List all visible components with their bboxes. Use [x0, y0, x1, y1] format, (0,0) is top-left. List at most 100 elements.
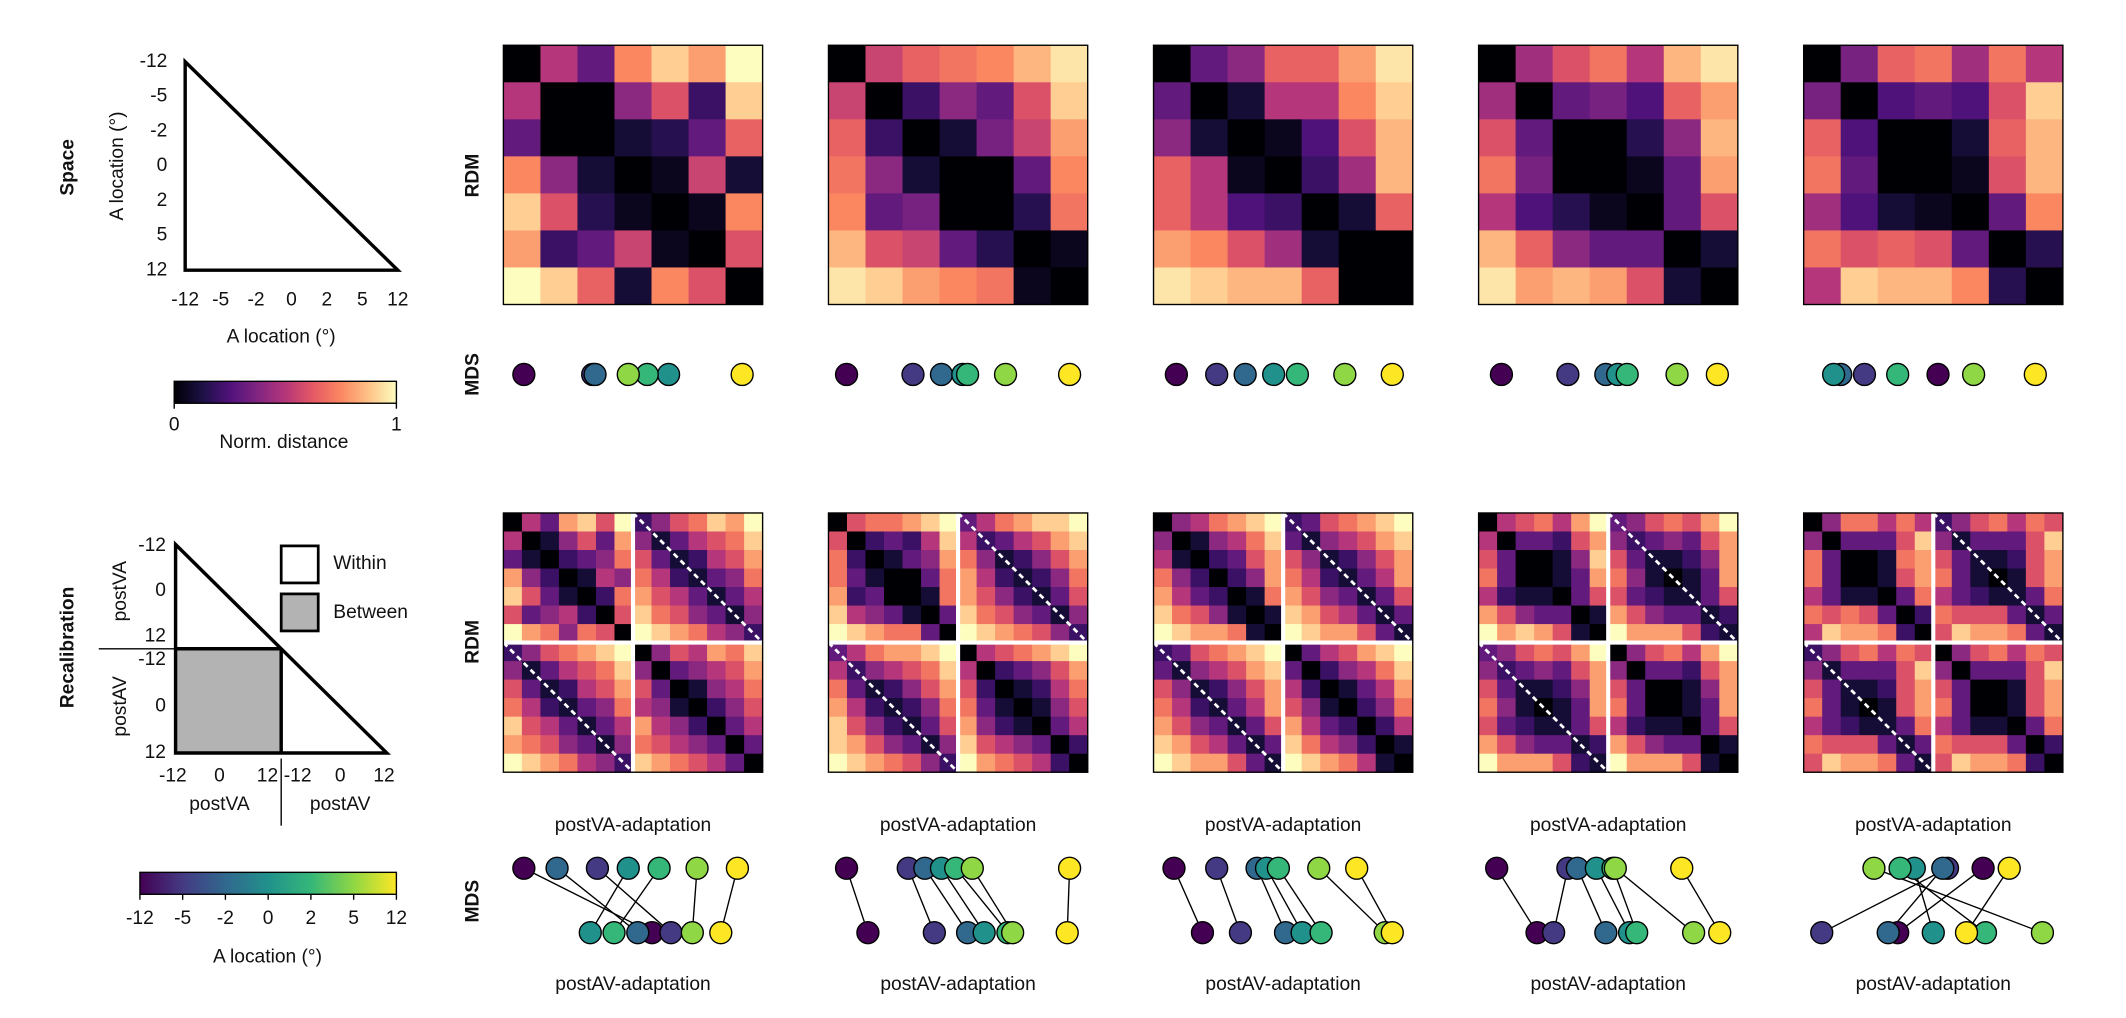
rdm-cell: [1914, 193, 1953, 231]
rdm-cell: [884, 531, 904, 551]
x-tick-label: -2: [248, 289, 265, 310]
rdm-cell: [1338, 661, 1358, 681]
rdm-cell: [1951, 82, 1990, 120]
rdm-cell: [995, 753, 1015, 773]
rdm-cell: [921, 679, 941, 699]
rdm-cell: [1988, 735, 2008, 755]
rdm-cell: [1571, 605, 1591, 625]
rdm-cell: [1803, 735, 1823, 755]
panel-label: postVA-adaptation: [880, 815, 1036, 836]
rdm-cell: [2007, 753, 2027, 773]
rdm-cell: [725, 624, 745, 644]
mds-link: [1173, 867, 1204, 933]
rdm-cell: [725, 230, 764, 269]
rdm-cell: [921, 753, 941, 773]
rdm-cell: [1394, 679, 1414, 699]
rdm-cell: [884, 550, 904, 570]
rdm-cell: [995, 716, 1015, 736]
rdm-cell: [1227, 512, 1247, 533]
rdm-cell: [1571, 587, 1591, 607]
rdm-cell: [725, 587, 745, 607]
rdm-cell: [2025, 679, 2045, 699]
rdm-cell: [1719, 605, 1739, 625]
rdm-cell: [1589, 512, 1609, 533]
colorbar-tick-label: -12: [126, 908, 154, 929]
rdm-cell: [670, 735, 690, 755]
rdm-cell: [558, 624, 579, 644]
rdm-cell: [1375, 661, 1395, 681]
mds-point: [1886, 362, 1910, 387]
rdm-cell: [995, 661, 1015, 681]
rdm-cell: [1394, 512, 1414, 533]
rdm-cell: [1803, 716, 1823, 736]
rdm-cell: [1534, 716, 1554, 736]
rdm-cell: [1478, 587, 1498, 607]
mds-link: [1265, 867, 1303, 934]
rdm-cell: [1301, 45, 1340, 83]
rdm-cell: [577, 568, 597, 588]
rdm-cell: [1338, 753, 1358, 773]
rdm-cell: [939, 698, 959, 718]
rdm-cell: [958, 531, 978, 551]
rdm-cell: [1700, 531, 1720, 551]
rdm-cell: [1357, 642, 1377, 662]
rdm-cell: [1970, 568, 1990, 588]
rdm-cell: [1645, 679, 1665, 699]
rdm-cell: [1663, 156, 1702, 194]
rdm-cell: [1013, 267, 1052, 306]
rdm-cell: [1988, 550, 2008, 570]
rdm-cell: [1338, 45, 1377, 83]
x-tick-label: -12: [171, 289, 199, 310]
rdm-cell: [846, 605, 867, 625]
rdm-cell: [1209, 661, 1229, 681]
rdm-cell: [1589, 550, 1609, 570]
rdm-cell: [1534, 587, 1554, 607]
rdm-cell: [1301, 230, 1340, 269]
rdm-cell: [558, 679, 579, 699]
rdm-cell: [1682, 512, 1702, 533]
rdm-cell: [1375, 531, 1395, 551]
rdm-cell: [1338, 156, 1377, 194]
rdm-cell: [595, 753, 616, 773]
rdm-cell: [1803, 605, 1823, 625]
rdm-cell: [688, 45, 727, 83]
mds-link: [596, 867, 672, 934]
rdm-cell: [828, 82, 867, 120]
rdm-cell: [828, 550, 848, 570]
rdm-cell: [577, 624, 597, 644]
rdm-cell: [1069, 753, 1089, 773]
rdm-cell: [1190, 45, 1229, 83]
rdm-cell: [1534, 642, 1554, 662]
rdm-cell: [828, 679, 848, 699]
rdm-cell: [1246, 568, 1266, 588]
rdm-cell: [902, 193, 941, 231]
mds-point: [1708, 921, 1732, 945]
mds-link: [1965, 867, 2010, 934]
rdm-cell: [503, 45, 541, 83]
rdm-cell: [1645, 716, 1665, 736]
rdm-cell: [503, 230, 541, 269]
rdm-cell: [1700, 550, 1720, 570]
rdm-cell: [1951, 193, 1990, 231]
rdm-cell: [1877, 568, 1897, 588]
rdm-cell: [1663, 661, 1683, 681]
rdm-cell: [651, 568, 671, 588]
rdm-cell: [1301, 267, 1340, 306]
rdm-cell: [1227, 156, 1266, 194]
rdm-cell: [633, 624, 653, 644]
rdm-cell: [1552, 45, 1591, 83]
rdm-cell: [2044, 698, 2064, 718]
rdm-cell: [1497, 735, 1517, 755]
rdm-cell: [2044, 587, 2064, 607]
rdm-cell: [1663, 716, 1683, 736]
rdm-cell: [1209, 512, 1229, 533]
rdm-cell: [1515, 230, 1554, 269]
mds-link: [1318, 867, 1386, 934]
rdm-cell: [1970, 587, 1990, 607]
rdm-cell: [1589, 624, 1609, 644]
rdm-cell: [1246, 698, 1266, 718]
rdm-cell: [1013, 550, 1033, 570]
rdm-cell: [976, 267, 1015, 306]
mds-point: [647, 856, 671, 880]
rdm-cell: [1534, 735, 1554, 755]
